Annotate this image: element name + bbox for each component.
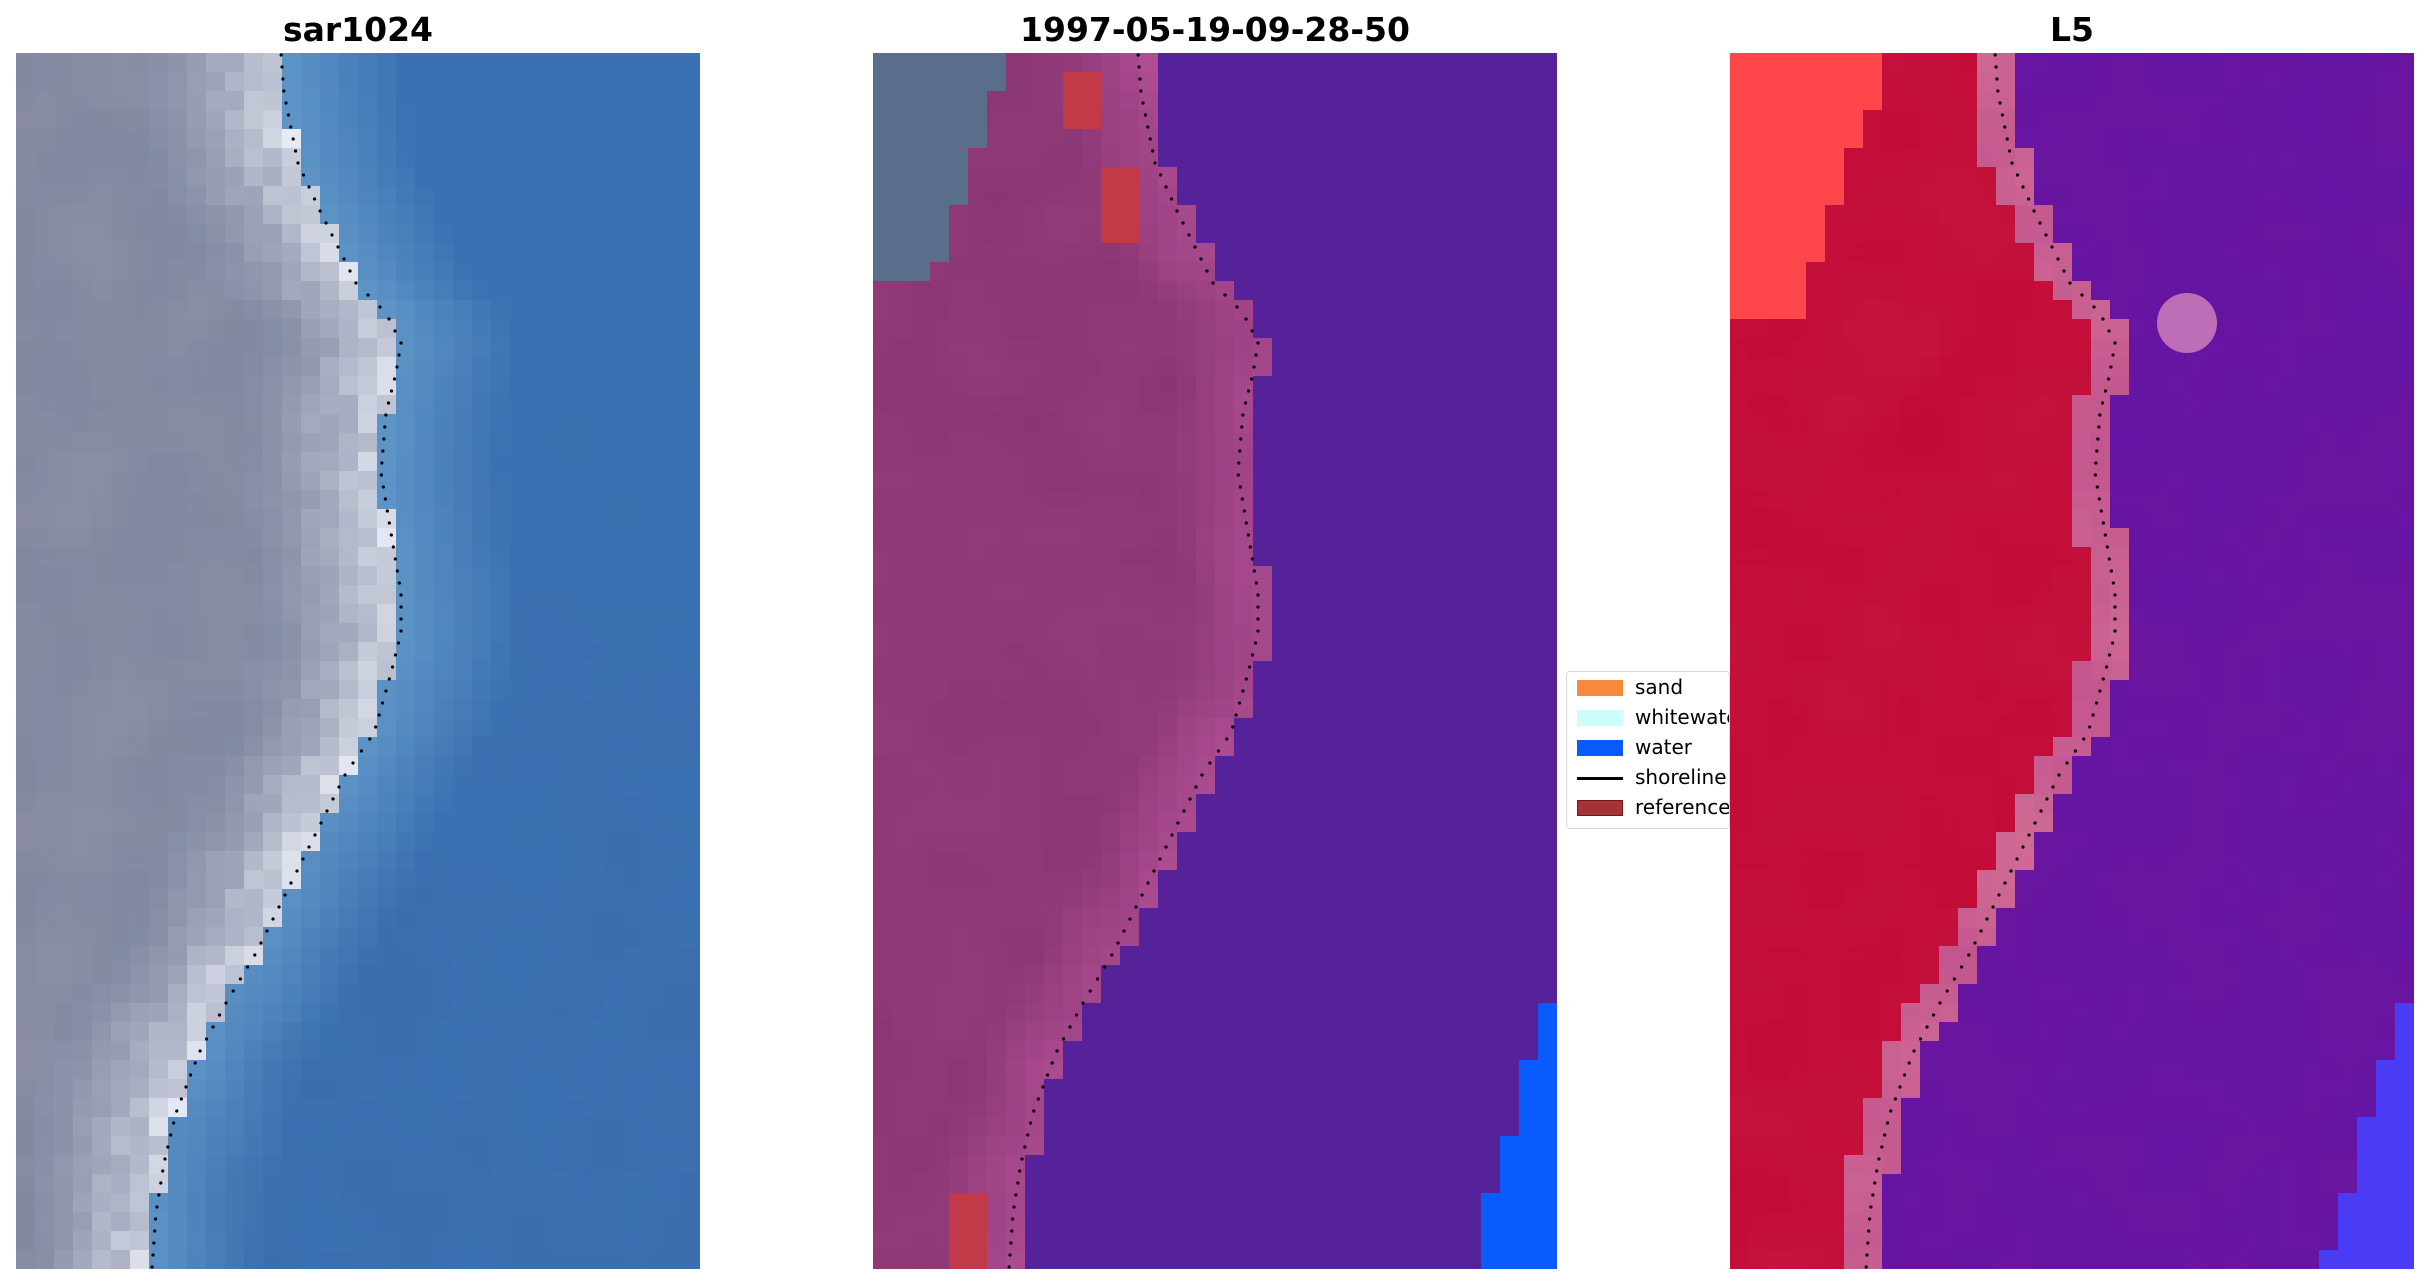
- rgb-image: [16, 53, 700, 1269]
- shoreline-line: [150, 53, 403, 1269]
- legend-label-reference: reference: [1635, 795, 1730, 819]
- reference-pixels-top: [1063, 72, 1101, 129]
- legend-swatch-whitewater: [1577, 710, 1623, 726]
- legend-swatch-sand: [1577, 680, 1623, 696]
- classified-image: [873, 53, 1557, 1269]
- bright-spot: [2157, 293, 2217, 353]
- legend-line-shoreline: [1577, 777, 1623, 780]
- legend-label-water: water: [1635, 735, 1692, 759]
- legend-item-shoreline: shoreline: [1567, 762, 1729, 792]
- legend-swatch-reference: [1577, 800, 1623, 816]
- legend-item-water: water: [1567, 732, 1729, 762]
- shoreline-line: [1864, 53, 2117, 1269]
- legend-item-whitewater: whitewater: [1567, 702, 1729, 732]
- legend: sand whitewater water shoreline referenc…: [1566, 671, 1730, 829]
- legend-label-shoreline: shoreline: [1635, 765, 1727, 789]
- classified-image-panel: [873, 53, 1557, 1269]
- panel-title-rgb: sar1024: [282, 10, 434, 49]
- panel-title-ndwi: L5: [2050, 10, 2094, 49]
- l5-image: [1730, 53, 2414, 1269]
- legend-label-sand: sand: [1635, 675, 1684, 699]
- reference-pixels-bottom: [949, 1193, 987, 1269]
- legend-item-reference: reference: [1567, 792, 1730, 822]
- legend-swatch-water: [1577, 740, 1623, 756]
- legend-label-whitewater: whitewater: [1635, 705, 1729, 729]
- shoreline-line: [1007, 53, 1260, 1269]
- legend-item-sand: sand: [1567, 672, 1729, 702]
- panel-title-classified: 1997-05-19-09-28-50: [1020, 10, 1410, 49]
- rgb-image-panel: [16, 53, 700, 1269]
- reference-pixels-mid: [1101, 167, 1139, 243]
- l5-image-panel: [1730, 53, 2414, 1269]
